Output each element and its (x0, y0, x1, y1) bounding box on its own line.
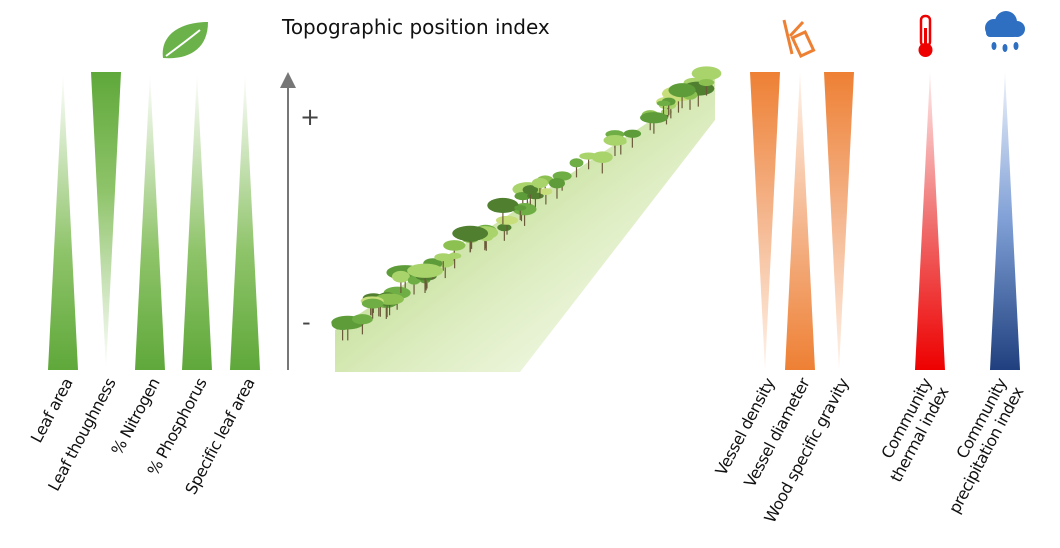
crown (352, 314, 373, 325)
trait-wedge (182, 72, 212, 370)
crown (522, 185, 539, 195)
trait-wedge (824, 72, 854, 370)
trait-wedge (135, 72, 165, 370)
crown (407, 263, 444, 278)
crown (603, 134, 627, 146)
axis-high: + (300, 103, 320, 131)
crown (391, 270, 410, 283)
thermometer-icon (918, 14, 933, 57)
title: Topographic position index (281, 15, 550, 39)
trait-wedge (785, 72, 815, 370)
label-line: Leaf area (27, 375, 77, 446)
trait-label: Leaf area (27, 375, 77, 446)
trait-wedge (48, 72, 78, 370)
rain-icon (985, 11, 1025, 52)
crown (514, 205, 527, 211)
crown (514, 191, 532, 201)
crown (656, 100, 671, 107)
crown (452, 225, 489, 241)
crown (698, 78, 715, 87)
trait-wedge (230, 72, 260, 370)
crown (569, 158, 584, 168)
crown (495, 215, 519, 225)
trait-label: Communitythermal index (870, 375, 953, 485)
crown (487, 197, 519, 213)
axis-low: - (302, 308, 311, 336)
crown (361, 298, 384, 309)
crown (434, 253, 453, 262)
trait-wedge (750, 72, 780, 370)
crown (640, 112, 668, 124)
wood-icon (782, 19, 816, 59)
crown (531, 177, 549, 189)
crown (548, 178, 565, 189)
crown (443, 240, 466, 251)
trait-wedge (915, 72, 945, 370)
trait-wedge (91, 72, 121, 370)
leaf-icon (162, 22, 208, 59)
crown (539, 188, 553, 195)
crown (447, 252, 462, 259)
crown (668, 83, 696, 98)
crown (591, 151, 613, 163)
arrow-head (280, 72, 296, 88)
crown (691, 66, 722, 81)
crown (497, 223, 512, 232)
crown (623, 129, 642, 138)
trait-wedge (990, 72, 1020, 370)
trees (331, 66, 722, 341)
